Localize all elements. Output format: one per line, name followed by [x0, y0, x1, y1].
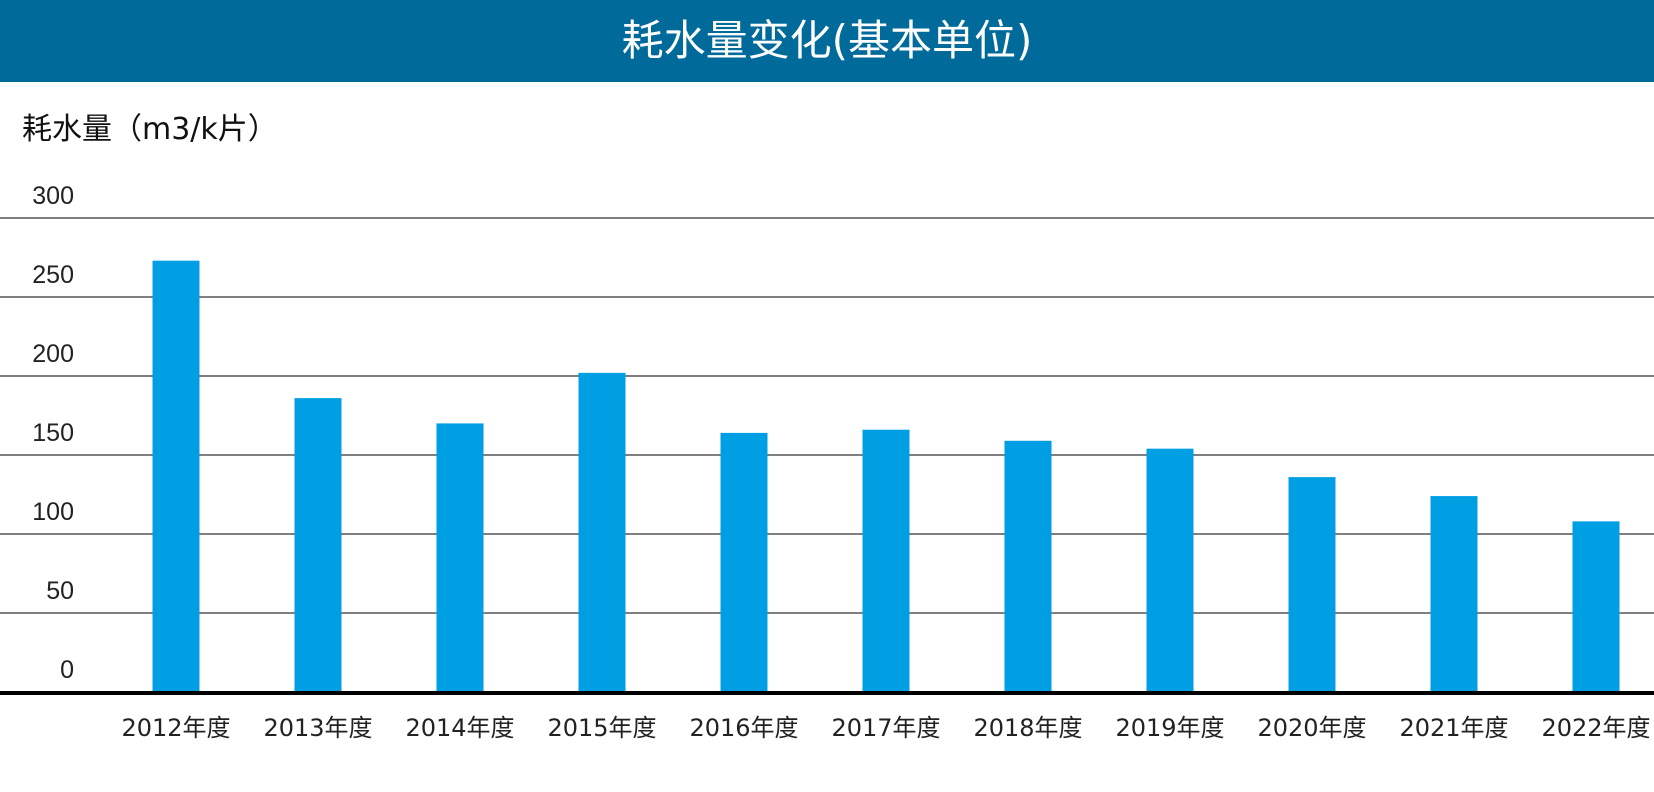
x-tick-2014年度: 2014年度 — [405, 714, 514, 742]
x-tick-2022年度: 2022年度 — [1541, 714, 1650, 742]
bar-2014年度 — [436, 423, 484, 692]
x-tick-2015年度: 2015年度 — [547, 714, 656, 742]
bar-2018年度 — [1004, 440, 1052, 692]
x-tick-2012年度: 2012年度 — [121, 714, 230, 742]
bar-2015年度 — [578, 372, 626, 692]
x-tick-2017年度: 2017年度 — [831, 714, 940, 742]
gridlines — [0, 217, 1654, 614]
chart-header: 耗水量变化(基本单位) — [0, 0, 1654, 82]
y-tick-150: 150 — [32, 419, 74, 447]
x-tick-2021年度: 2021年度 — [1399, 714, 1508, 742]
y-tick-200: 200 — [32, 340, 74, 368]
bar-2022年度 — [1572, 521, 1620, 692]
x-tick-labels: 2012年度 2013年度 2014年度 2015年度 2016年度 2017年度 2018… — [121, 714, 1650, 742]
y-tick-labels: 0 50 100 150 200 250 300 — [32, 182, 74, 684]
bar-2019年度 — [1146, 448, 1194, 692]
x-tick-2013年度: 2013年度 — [263, 714, 372, 742]
bar-2012年度 — [152, 260, 200, 692]
bars — [152, 260, 1620, 692]
bar-2013年度 — [294, 398, 342, 692]
y-tick-50: 50 — [46, 577, 74, 605]
y-tick-0: 0 — [60, 656, 74, 684]
bar-2020年度 — [1288, 477, 1336, 692]
bar-2021年度 — [1430, 496, 1478, 692]
y-tick-250: 250 — [32, 261, 74, 289]
x-tick-2020年度: 2020年度 — [1257, 714, 1366, 742]
y-tick-100: 100 — [32, 498, 74, 526]
chart-title: 耗水量变化(基本单位) — [621, 16, 1033, 65]
bar-2016年度 — [720, 432, 768, 692]
x-tick-2019年度: 2019年度 — [1115, 714, 1224, 742]
y-axis-label: 耗水量（m3/k片） — [22, 112, 278, 147]
y-tick-300: 300 — [32, 182, 74, 210]
x-tick-2016年度: 2016年度 — [689, 714, 798, 742]
bar-2017年度 — [862, 429, 910, 692]
x-tick-2018年度: 2018年度 — [973, 714, 1082, 742]
